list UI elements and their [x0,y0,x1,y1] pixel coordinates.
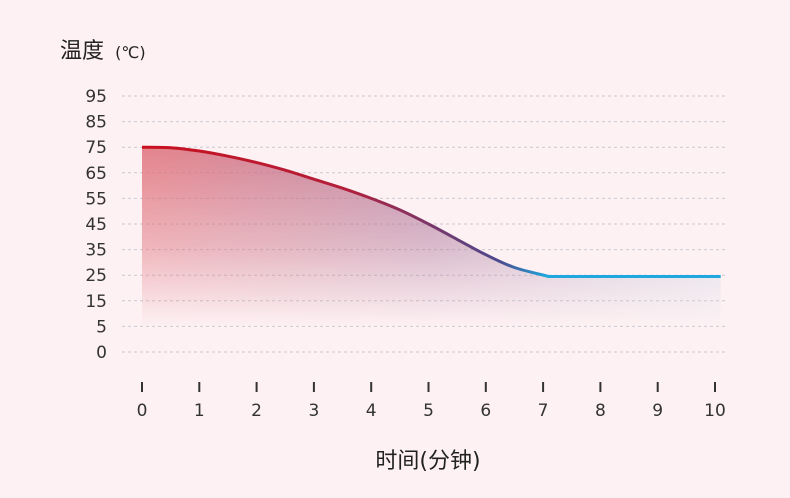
y-tick-label: 95 [85,87,107,107]
x-tick-label: 0 [137,401,148,421]
y-tick-label: 45 [85,215,107,235]
x-axis-label: 时间(分钟) [375,449,480,474]
x-tick-label: 9 [652,401,663,421]
x-tick-label: 5 [423,401,434,421]
y-tick-label: 0 [96,343,107,363]
y-tick-label: 5 [96,317,107,337]
area-region [142,147,721,327]
y-tick-labels: 0 5 15 25 35 45 55 65 75 85 95 [85,87,107,363]
y-tick-label: 85 [85,113,107,133]
x-tick-label: 7 [538,401,549,421]
x-tick-label: 2 [251,401,262,421]
x-tick-label: 8 [595,401,606,421]
y-tick-label: 55 [85,189,107,209]
temperature-line [141,145,721,278]
x-tick-label: 3 [308,401,319,421]
y-axis-label: 温度 (℃) [60,39,146,64]
y-tick-label: 65 [85,164,107,184]
y-tick-label: 75 [85,138,107,158]
x-tick-label: 1 [194,401,205,421]
y-tick-label: 35 [85,241,107,261]
area-fill [142,147,721,327]
y-tick-label: 15 [85,292,107,312]
series-line [141,145,721,278]
x-tick-label: 6 [480,401,491,421]
x-tick-label: 4 [366,401,377,421]
x-tick-label: 10 [704,401,726,421]
y-tick-label: 25 [85,266,107,286]
x-ticks: 0 1 2 3 4 5 6 7 8 9 10 [137,382,726,421]
